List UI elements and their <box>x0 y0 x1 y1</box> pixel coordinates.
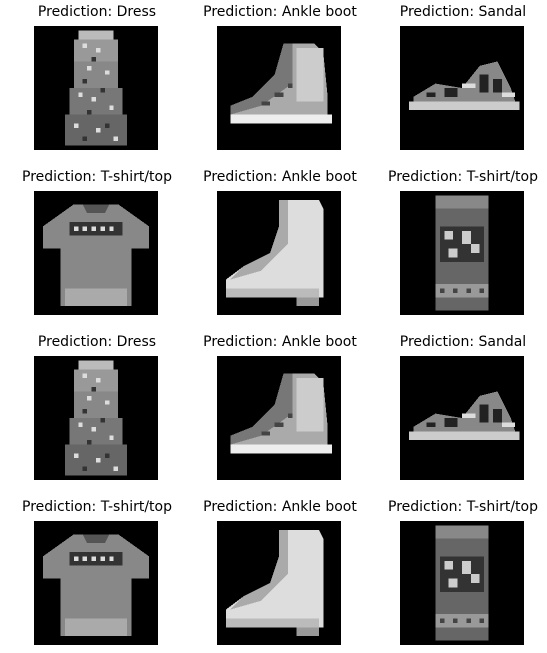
panel-image-t-shirt <box>34 191 158 315</box>
panel-title: Prediction: T-shirt/top <box>22 169 172 185</box>
panel: Prediction: T-shirt/top <box>12 498 182 648</box>
panel: Prediction: Ankle boot <box>195 498 365 648</box>
panel-image-ankle-boot <box>217 26 341 150</box>
panel: Prediction: Sandal <box>378 333 547 483</box>
panel-image-sandal <box>400 356 524 480</box>
panel-title: Prediction: Ankle boot <box>203 4 357 20</box>
panel: Prediction: Ankle boot <box>195 333 365 483</box>
panel: Prediction: Ankle boot <box>195 168 365 318</box>
panel-image-dress <box>34 26 158 150</box>
panel-image-ankle-boot <box>217 356 341 480</box>
panel-image-sweater <box>400 521 524 645</box>
panel: Prediction: T-shirt/top <box>378 498 547 648</box>
panel-image-sweater <box>400 191 524 315</box>
panel: Prediction: Dress <box>12 333 182 483</box>
panel-image-ankle-boot-side <box>217 521 341 645</box>
panel-title: Prediction: Ankle boot <box>203 499 357 515</box>
panel-title: Prediction: Ankle boot <box>203 334 357 350</box>
panel-image-ankle-boot-side <box>217 191 341 315</box>
panel: Prediction: T-shirt/top <box>378 168 547 318</box>
panel-title: Prediction: Sandal <box>399 4 527 20</box>
panel-title: Prediction: Dress <box>37 334 157 350</box>
panel-title: Prediction: T-shirt/top <box>388 499 538 515</box>
panel-image-sandal <box>400 26 524 150</box>
panel-title: Prediction: T-shirt/top <box>22 499 172 515</box>
panel-image-dress <box>34 356 158 480</box>
panel: Prediction: Ankle boot <box>195 3 365 153</box>
panel-title: Prediction: T-shirt/top <box>388 169 538 185</box>
panel: Prediction: T-shirt/top <box>12 168 182 318</box>
panel-title: Prediction: Dress <box>37 4 157 20</box>
panel-title: Prediction: Sandal <box>399 334 527 350</box>
panel: Prediction: Sandal <box>378 3 547 153</box>
panel: Prediction: Dress <box>12 3 182 153</box>
panel-image-t-shirt <box>34 521 158 645</box>
panel-title: Prediction: Ankle boot <box>203 169 357 185</box>
